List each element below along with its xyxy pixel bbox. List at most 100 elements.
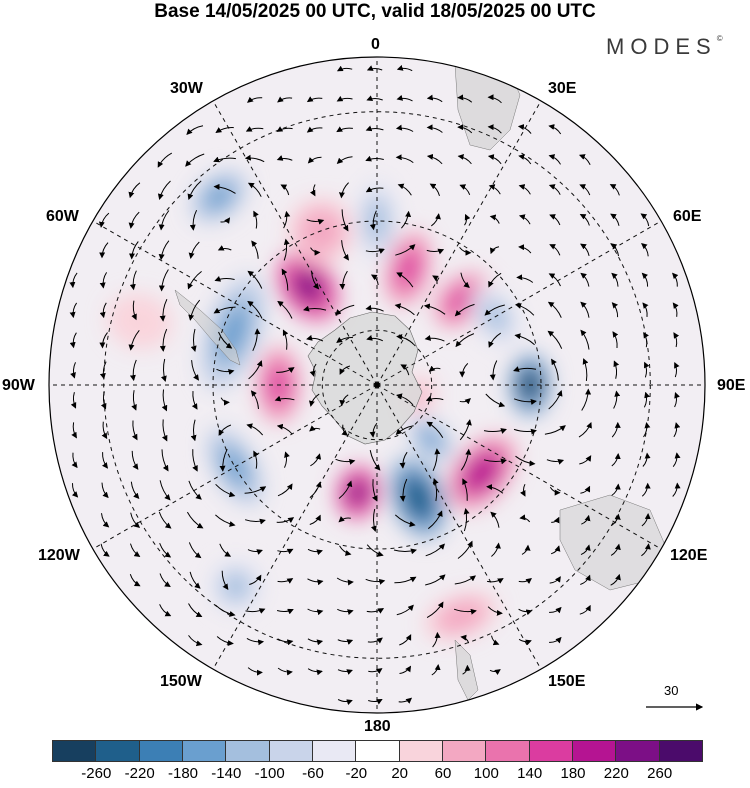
wind-vector — [579, 184, 591, 196]
meridian-line — [376, 100, 542, 386]
wind-vector — [338, 480, 353, 499]
wind-vector — [218, 424, 232, 436]
wind-vector — [129, 574, 141, 587]
wind-vector — [457, 540, 473, 559]
anomaly-region-11-level-2 — [444, 605, 478, 628]
wind-vector — [188, 241, 200, 259]
wind-vector — [158, 210, 170, 231]
wind-vector — [394, 576, 417, 584]
wind-vector — [370, 508, 377, 532]
wind-vector — [367, 637, 383, 644]
wind-vector — [457, 153, 472, 165]
wind-vector — [339, 394, 349, 407]
wind-vector — [580, 243, 590, 257]
wind-vector — [518, 214, 531, 225]
wind-vector — [579, 214, 590, 226]
wind-vector — [128, 182, 141, 199]
wind-vector — [277, 300, 293, 319]
meridian-line — [92, 220, 378, 386]
wind-vector — [550, 545, 561, 555]
wind-vector — [365, 304, 384, 312]
wind-vector — [395, 124, 414, 132]
wind-vector — [368, 668, 383, 675]
wind-vector — [400, 364, 410, 376]
wind-vector — [580, 485, 591, 494]
wind-vector — [547, 330, 563, 349]
wind-vector — [277, 483, 293, 497]
wind-vector — [580, 574, 591, 585]
wind-vector — [158, 511, 172, 529]
wind-vector — [431, 213, 441, 227]
wind-vector — [366, 65, 383, 71]
wind-vector — [336, 126, 353, 133]
wind-vector — [613, 390, 621, 409]
wind-vector — [425, 574, 446, 586]
wind-vector — [513, 398, 537, 405]
wind-vector — [427, 510, 443, 530]
wind-vector — [307, 156, 322, 164]
wind-vector — [247, 182, 262, 197]
wind-vector — [247, 96, 263, 103]
colorbar-segment-2 — [138, 740, 183, 762]
colorbar-tick-label: 140 — [517, 765, 543, 782]
wind-vector — [366, 95, 383, 101]
wind-vector — [283, 210, 291, 229]
wind-vector — [366, 334, 384, 342]
anomaly-region-8-level-2 — [404, 479, 432, 517]
wind-vector — [544, 425, 566, 435]
wind-vector — [309, 363, 317, 377]
wind-vector — [131, 450, 139, 470]
wind-vector — [580, 329, 590, 350]
anomaly-region-9-level-2 — [348, 480, 368, 505]
lon-label-180: 180 — [364, 718, 391, 735]
wind-vector — [100, 391, 107, 410]
wind-vector — [188, 603, 203, 617]
wind-vector — [459, 419, 472, 441]
wind-vector — [221, 570, 229, 591]
wind-vector — [307, 608, 324, 616]
wind-vector — [337, 608, 354, 615]
wind-vector — [99, 302, 107, 319]
wind-vector — [157, 152, 173, 168]
wind-vector — [365, 248, 386, 254]
wind-vector — [611, 421, 621, 438]
wind-vector — [610, 573, 621, 586]
wind-vector — [281, 268, 289, 291]
wind-vector — [488, 184, 501, 195]
wind-vector — [213, 306, 236, 314]
wind-vector — [673, 422, 681, 438]
wind-vector — [338, 182, 349, 199]
colorbar-segment-5 — [268, 740, 313, 762]
wind-vector — [396, 393, 414, 406]
lon-label-60w: 60W — [46, 208, 79, 225]
wind-vector — [643, 422, 651, 438]
wind-vector — [457, 124, 473, 134]
wind-vector — [454, 303, 475, 317]
wind-vector — [276, 155, 293, 161]
wind-vector — [308, 393, 320, 407]
wind-vector — [432, 275, 439, 285]
colorbar-tick-label: 20 — [391, 765, 409, 782]
wind-vector — [159, 298, 168, 322]
wind-vector — [547, 301, 562, 318]
wind-vector — [426, 153, 443, 165]
wind-vector — [551, 358, 559, 381]
wind-vector — [190, 419, 197, 442]
wind-vector — [610, 243, 619, 257]
colorbar-segment-8 — [398, 740, 443, 762]
wind-vector — [519, 514, 531, 523]
wind-vector — [251, 240, 259, 259]
wind-vector — [641, 272, 649, 287]
wind-vector — [130, 512, 141, 528]
wind-vector — [187, 180, 202, 201]
wind-vector — [244, 486, 267, 494]
wind-vector — [486, 483, 504, 494]
wind-vector — [673, 332, 680, 348]
meridian-line — [376, 384, 542, 670]
wind-vector — [277, 96, 293, 103]
wind-vector — [612, 331, 619, 349]
wind-vector — [611, 453, 621, 467]
wind-vector — [548, 124, 562, 135]
wind-vector — [276, 517, 295, 524]
wind-vector — [579, 455, 592, 465]
